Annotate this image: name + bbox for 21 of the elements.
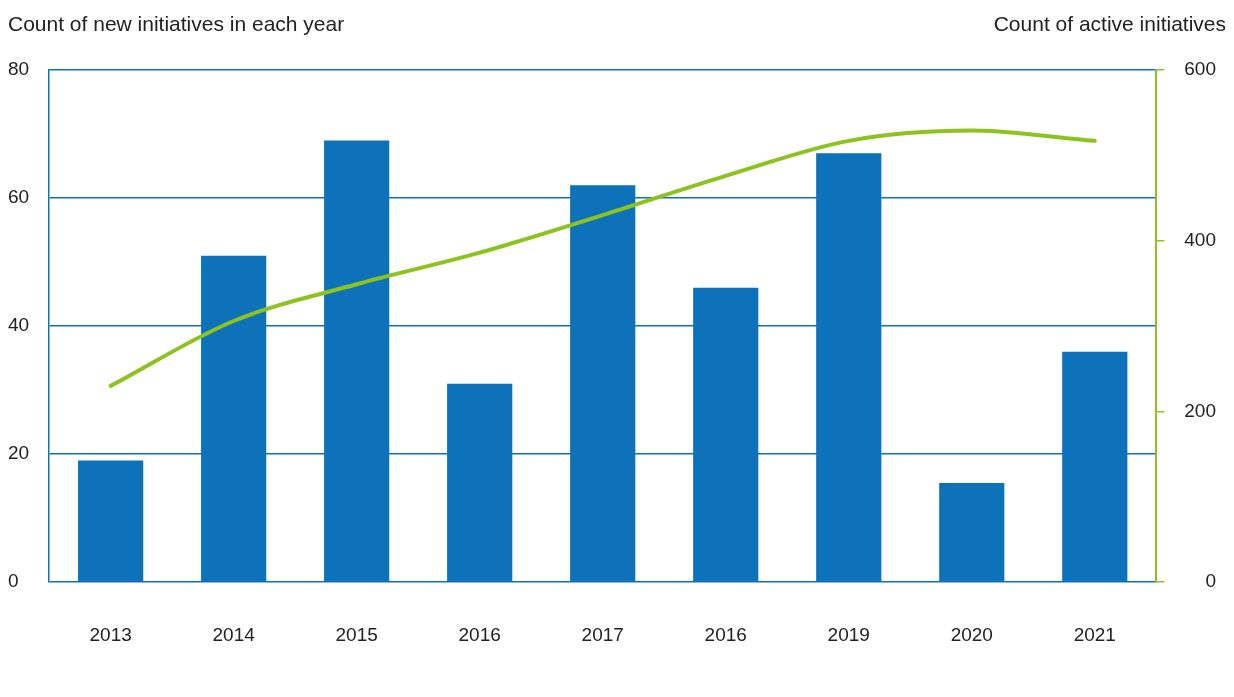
x-tick-label: 2014 [212,623,256,645]
y-tick-label: 40 [8,314,30,336]
x-tick-label: 2016 [704,623,747,645]
x-tick-label: 2015 [335,623,378,645]
x-tick-label: 2016 [458,623,501,645]
y-axis-title: Count of new initiatives in each year [8,12,345,36]
x-tick-label: 2013 [89,623,132,645]
y2-axis-title: Count of active initiatives [993,12,1226,36]
x-tick-label: 2021 [1073,623,1116,645]
line-series [108,128,1097,388]
y-tick-label: 80 [8,58,30,80]
y2-tick-label: 200 [1184,399,1216,421]
y-tick-label: 20 [8,442,30,464]
x-tick-label: 2019 [827,623,870,645]
y-tick-label: 60 [8,186,30,208]
y-tick-label: 0 [8,570,19,592]
y2-tick-label: 400 [1184,228,1216,250]
y2-tick-label: 600 [1184,58,1216,80]
x-tick-label: 2020 [950,623,993,645]
y2-tick-label: 0 [1205,570,1216,592]
x-tick-label: 2017 [581,623,624,645]
